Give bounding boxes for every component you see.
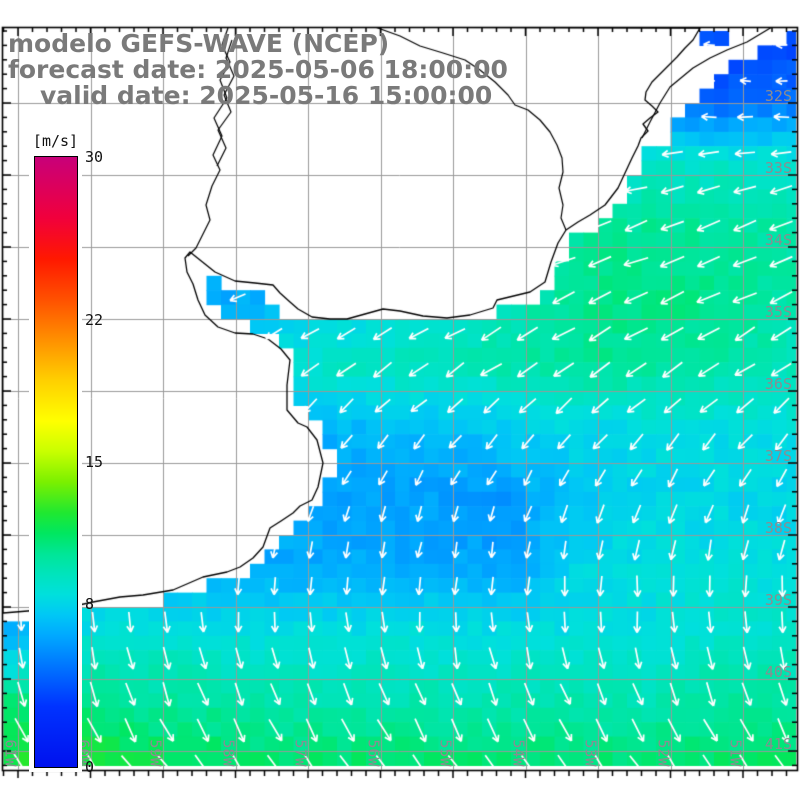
- lon-label: 56W: [364, 739, 382, 767]
- lon-label: 54W: [509, 739, 527, 767]
- colorbar-tick-label: 0: [85, 758, 95, 776]
- lon-label: 59W: [146, 739, 165, 767]
- lat-label: 39S: [764, 591, 792, 609]
- lat-label: 35S: [764, 303, 792, 321]
- lon-label: 55W: [436, 739, 455, 767]
- title-valid-date: valid date: 2025-05-16 15:00:00: [40, 81, 493, 110]
- lat-label: 41S: [764, 735, 792, 753]
- lon-label: 58W: [219, 739, 237, 767]
- colorbar-units-label: [m/s]: [32, 132, 79, 150]
- title-model-line: modelo GEFS-WAVE (NCEP): [8, 29, 390, 58]
- colorbar-gradient: [34, 156, 78, 768]
- colorbar-tick-label: 15: [85, 453, 104, 471]
- lat-label: 34S: [764, 231, 792, 249]
- lon-label: 61W: [1, 739, 20, 767]
- lon-label: 57W: [291, 739, 310, 767]
- lat-label: 37S: [764, 447, 792, 465]
- title-forecast-date: forecast date: 2025-05-06 18:00:00: [8, 55, 508, 84]
- colorbar-tick-label: 30: [85, 148, 104, 166]
- lat-label: 33S: [764, 159, 792, 177]
- lat-label: 36S: [764, 375, 792, 393]
- lat-label: 38S: [764, 519, 792, 537]
- lat-label: 32S: [764, 87, 792, 105]
- lon-label: 52W: [654, 739, 672, 767]
- lon-label: 51W: [726, 739, 745, 767]
- colorbar-tick-label: 22: [85, 310, 104, 329]
- lat-label: 40S: [764, 663, 792, 681]
- colorbar-panel: [m/s]: [29, 127, 82, 772]
- colorbar-tick-label: 8: [85, 595, 95, 614]
- lon-label: 53W: [581, 739, 600, 767]
